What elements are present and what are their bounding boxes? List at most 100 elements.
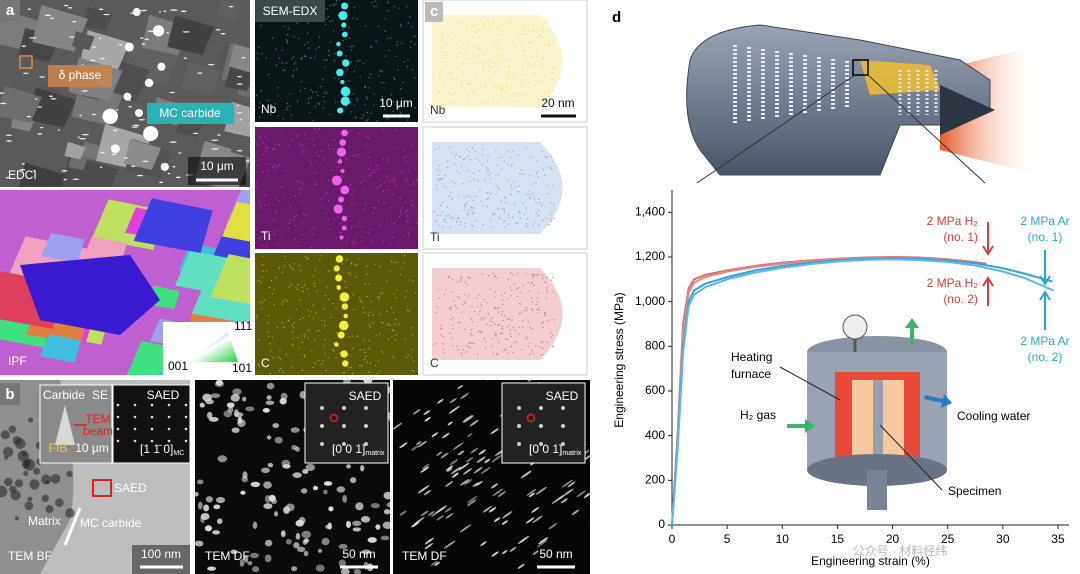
- atom: [482, 36, 484, 38]
- atom: [483, 317, 486, 319]
- signal: [376, 120, 378, 122]
- precipitate: [462, 415, 473, 423]
- signal: [368, 311, 371, 313]
- atom: [497, 86, 499, 88]
- precipitate: [236, 104, 240, 107]
- signal-blob: [335, 274, 343, 282]
- atom: [544, 74, 546, 76]
- signal: [306, 287, 309, 290]
- signal: [341, 231, 343, 234]
- atom: [511, 289, 513, 291]
- signal: [279, 367, 282, 369]
- signal: [393, 261, 395, 263]
- atom: [549, 214, 551, 216]
- atom: [515, 37, 518, 39]
- atom: [473, 207, 476, 209]
- atom: [507, 59, 510, 62]
- atom: [470, 318, 473, 320]
- signal: [350, 111, 352, 113]
- atom: [440, 57, 443, 59]
- diffraction-spots: [116, 403, 188, 443]
- precipitate: [531, 507, 540, 513]
- atom: [472, 25, 475, 28]
- precipitate: [424, 543, 434, 550]
- signal: [292, 56, 295, 58]
- precipitate: [159, 181, 164, 184]
- atom: [531, 273, 533, 276]
- signal: [374, 0, 377, 2]
- atom: [477, 294, 480, 296]
- atom: [472, 62, 474, 65]
- signal: [360, 364, 363, 367]
- signal: [303, 355, 306, 358]
- precipitate: [206, 411, 213, 419]
- precipitate: [447, 421, 453, 426]
- atom: [440, 70, 442, 73]
- atom: [510, 184, 513, 187]
- signal: [362, 62, 365, 64]
- signal: [370, 112, 372, 115]
- precipitate: [478, 449, 486, 455]
- signal: [302, 213, 305, 216]
- signal: [324, 320, 326, 323]
- precipitate: [484, 458, 491, 464]
- signal: [382, 190, 385, 193]
- atom: [521, 348, 523, 351]
- atom: [433, 99, 436, 102]
- atom: [471, 334, 473, 336]
- atom: [526, 94, 529, 96]
- grain: [167, 15, 215, 55]
- atom: [461, 354, 463, 356]
- signal: [317, 102, 320, 105]
- signal-blob: [336, 147, 347, 157]
- precipitate: [166, 32, 170, 34]
- atom: [538, 60, 540, 62]
- signal: [313, 181, 315, 183]
- ipf-label: 111: [234, 319, 253, 333]
- atom: [539, 34, 541, 36]
- atom: [448, 214, 450, 217]
- atom: [510, 272, 512, 274]
- signal: [312, 304, 314, 306]
- atom: [488, 174, 490, 176]
- atom: [495, 277, 498, 279]
- atom: [497, 353, 499, 355]
- signal: [267, 314, 270, 317]
- precipitate: [382, 521, 390, 529]
- atom: [533, 20, 535, 22]
- signal: [379, 370, 382, 373]
- x-tick-label: 30: [996, 532, 1010, 546]
- signal: [285, 62, 288, 64]
- signal: [273, 303, 275, 306]
- atom: [548, 37, 551, 40]
- atom: [547, 192, 549, 195]
- signal: [282, 118, 285, 120]
- precipitate: [462, 468, 473, 475]
- precipitate: [230, 393, 240, 402]
- signal: [400, 267, 403, 270]
- signal: [356, 98, 358, 100]
- signal: [284, 255, 286, 258]
- signal: [387, 157, 390, 160]
- precipitate: [141, 43, 146, 45]
- water-arrow: [924, 394, 952, 408]
- atom: [444, 218, 446, 221]
- signal: [314, 48, 317, 51]
- precipitate: [561, 479, 573, 488]
- signal: [322, 95, 325, 98]
- atom: [489, 177, 492, 180]
- atom: [446, 42, 449, 45]
- signal: [372, 240, 374, 242]
- signal: [345, 157, 347, 160]
- atom: [467, 83, 469, 86]
- precipitate: [290, 427, 300, 433]
- signal: [255, 317, 257, 319]
- stress-strain-curve: [671, 258, 1054, 526]
- precipitate: [399, 442, 408, 449]
- atom: [439, 204, 441, 206]
- atom: [525, 147, 527, 150]
- signal: [314, 339, 316, 341]
- signal: [262, 270, 264, 272]
- atom: [507, 338, 509, 340]
- signal-blob: [342, 360, 349, 367]
